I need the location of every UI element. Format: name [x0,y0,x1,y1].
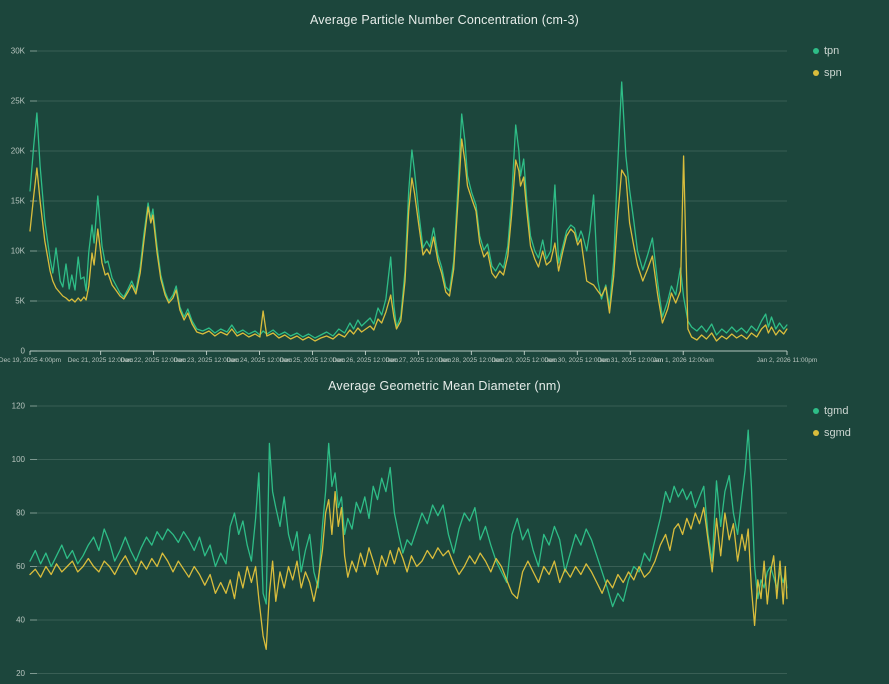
x-tick-label: Jan 1, 2026 12:00am [653,357,714,364]
x-tick-label: Dec 28, 2025 12:00am [438,357,504,364]
x-tick-label: Dec 23, 2025 12:00am [174,357,240,364]
x-tick-label: Dec 30, 2025 12:00am [544,357,610,364]
y-tick-label: 5K [15,297,25,306]
legend-label-sgmd: sgmd [824,427,851,439]
y-tick-label: 100 [12,455,26,464]
y-tick-label: 15K [11,197,26,206]
legend-item-spn[interactable]: spn [813,66,842,80]
legend-label-tpn: tpn [824,45,840,57]
legend-label-spn: spn [824,67,842,79]
legend-item-sgmd[interactable]: sgmd [813,426,851,440]
concentration-chart-canvas[interactable]: 0 5K 10K 15K 20K 25K 30K Dec 19, 2025 4:00pm Dec… [0,0,889,368]
y-tick-label: 20K [11,147,26,156]
x-tick-label: Dec 25, 2025 12:00am [280,357,346,364]
diameter-chart-canvas[interactable]: 20 40 60 80 100 120 [0,368,889,684]
y-tick-label: 120 [12,402,26,411]
y-tick-label: 10K [11,247,26,256]
spn-line [29,138,788,342]
concentration-chart-legend: tpn spn [813,44,842,88]
spn-series-dot-icon [813,70,819,76]
tpn-line [29,81,788,339]
y-tick-label: 30K [11,47,26,56]
x-tick-label: Dec 26, 2025 12:00am [333,357,399,364]
sgmd-series-dot-icon [813,430,819,436]
x-tick-label: Dec 24, 2025 12:00am [227,357,293,364]
y-tick-label: 40 [16,616,25,625]
x-tick-label: Dec 31, 2025 12:00am [597,357,663,364]
y-tick-label: 25K [11,97,26,106]
x-tick-label: Dec 29, 2025 12:00am [491,357,557,364]
x-tick-label: Dec 21, 2025 12:00am [68,357,134,364]
x-tick-label: Dec 19, 2025 4:00pm [0,357,61,364]
legend-label-tgmd: tgmd [824,405,849,417]
diameter-chart-legend: tgmd sgmd [813,404,851,448]
y-tick-label: 20 [16,669,25,678]
x-tick-label: Dec 27, 2025 12:00am [386,357,452,364]
y-tick-label: 0 [21,347,26,356]
tgmd-line [29,429,788,608]
y-tick-label: 80 [16,509,25,518]
y-tick-label: 60 [16,562,25,571]
diameter-chart-title: Average Geometric Mean Diameter (nm) [328,379,561,393]
legend-item-tgmd[interactable]: tgmd [813,404,851,418]
tpn-series-dot-icon [813,48,819,54]
concentration-chart-title: Average Particle Number Concentration (c… [309,13,580,27]
tgmd-series-dot-icon [813,408,819,414]
sgmd-line [29,490,788,651]
x-tick-label: Jan 2, 2026 11:00pm [757,357,818,364]
x-tick-label: Dec 22, 2025 12:00am [121,357,187,364]
legend-item-tpn[interactable]: tpn [813,44,842,58]
